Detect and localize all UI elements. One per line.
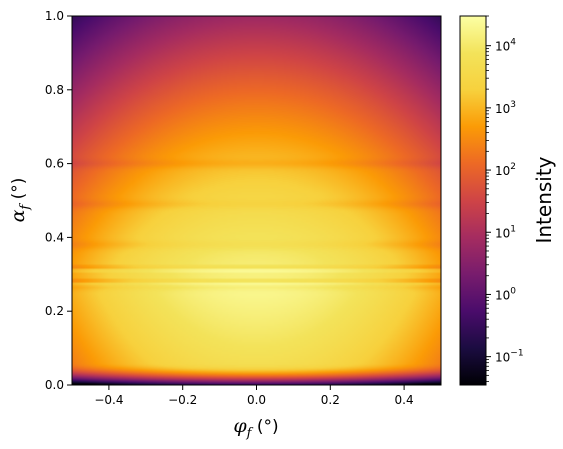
colorbar-tick-label: 103 (495, 100, 516, 116)
y-tick-label: 0.2 (45, 304, 64, 318)
colorbar (459, 15, 487, 386)
y-axis-title: αf (°) (7, 178, 33, 223)
y-tick-label: 1.0 (45, 9, 64, 23)
colorbar-ticks: 10−1 100 101 102 103 104 (486, 15, 524, 382)
y-tick-label: 0.6 (45, 157, 64, 171)
x-tick-label: −0.2 (168, 393, 197, 407)
colorbar-tick-label: 10−1 (495, 349, 524, 365)
heatmap-image (72, 16, 441, 385)
x-tick-label: 0.4 (395, 393, 414, 407)
x-tick-label: 0.0 (247, 393, 266, 407)
x-tick-label: 0.2 (321, 393, 340, 407)
colorbar-tick-label: 101 (495, 224, 516, 240)
y-tick-label: 0.8 (45, 83, 64, 97)
y-axis-ticks: 0.0 0.2 0.4 0.6 0.8 1.0 (45, 9, 72, 392)
x-axis-ticks: −0.4 −0.2 0.0 0.2 0.4 (94, 385, 414, 407)
colorbar-tick-label: 100 (495, 286, 516, 302)
colorbar-tick-label: 102 (495, 162, 516, 178)
y-tick-label: 0.4 (45, 230, 64, 244)
x-axis-title: φf (°) (233, 415, 278, 441)
x-tick-label: −0.4 (94, 393, 123, 407)
y-tick-label: 0.0 (45, 378, 64, 392)
colorbar-label: Intensity (532, 156, 556, 243)
colorbar-tick-label: 104 (495, 38, 516, 54)
